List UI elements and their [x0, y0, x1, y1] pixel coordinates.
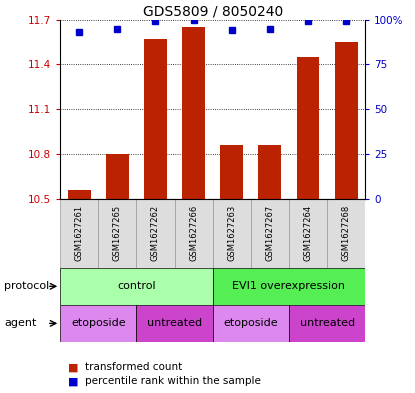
- Bar: [137, 198, 175, 268]
- Bar: [259, 145, 281, 198]
- Bar: [144, 39, 167, 198]
- Text: GSM1627261: GSM1627261: [75, 205, 84, 261]
- Text: agent: agent: [4, 318, 37, 329]
- Bar: [212, 198, 251, 268]
- Bar: [60, 198, 98, 268]
- Text: transformed count: transformed count: [85, 362, 182, 373]
- Text: GSM1627268: GSM1627268: [342, 205, 351, 261]
- Bar: [212, 305, 289, 342]
- Text: ■: ■: [68, 376, 79, 386]
- Title: GDS5809 / 8050240: GDS5809 / 8050240: [143, 4, 283, 18]
- Bar: [175, 198, 213, 268]
- Text: protocol: protocol: [4, 281, 49, 291]
- Text: GSM1627262: GSM1627262: [151, 205, 160, 261]
- Text: GSM1627265: GSM1627265: [113, 205, 122, 261]
- Bar: [327, 198, 365, 268]
- Text: untreated: untreated: [147, 318, 202, 329]
- Bar: [212, 268, 365, 305]
- Text: percentile rank within the sample: percentile rank within the sample: [85, 376, 261, 386]
- Bar: [289, 305, 365, 342]
- Text: ■: ■: [68, 362, 79, 373]
- Text: GSM1627267: GSM1627267: [265, 205, 274, 261]
- Text: etoposide: etoposide: [224, 318, 278, 329]
- Bar: [68, 189, 90, 198]
- Bar: [98, 198, 137, 268]
- Bar: [182, 27, 205, 198]
- Bar: [220, 145, 243, 198]
- Bar: [334, 42, 358, 198]
- Text: GSM1627264: GSM1627264: [303, 205, 312, 261]
- Text: etoposide: etoposide: [71, 318, 126, 329]
- Text: GSM1627266: GSM1627266: [189, 205, 198, 261]
- Bar: [289, 198, 327, 268]
- Bar: [251, 198, 289, 268]
- Bar: [297, 57, 320, 198]
- Bar: [60, 268, 212, 305]
- Text: control: control: [117, 281, 156, 291]
- Text: GSM1627263: GSM1627263: [227, 205, 236, 261]
- Text: untreated: untreated: [300, 318, 355, 329]
- Bar: [137, 305, 212, 342]
- Bar: [60, 305, 137, 342]
- Text: EVI1 overexpression: EVI1 overexpression: [232, 281, 345, 291]
- Bar: [106, 154, 129, 198]
